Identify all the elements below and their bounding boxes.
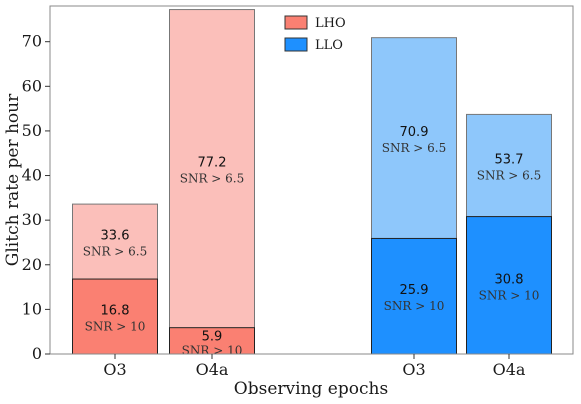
data-label-total-threshold: SNR > 6.5 — [83, 245, 148, 259]
data-label-total-threshold: SNR > 6.5 — [382, 141, 447, 155]
data-label-high: 5.9 — [202, 330, 223, 345]
x-tick-label: O3 — [103, 360, 126, 379]
x-axis: O3 O4a O3 O4a — [103, 354, 526, 379]
data-label-high-threshold: SNR > 10 — [384, 299, 445, 313]
bar-total-lho-o4a — [169, 9, 255, 355]
data-label-high: 16.8 — [101, 304, 130, 319]
data-label-total: 53.7 — [495, 153, 524, 168]
y-tick-label: 40 — [22, 166, 42, 185]
data-label-high: 30.8 — [495, 272, 524, 287]
data-label-total: 33.6 — [101, 229, 130, 244]
data-label-total: 70.9 — [400, 125, 429, 140]
legend: LHO LLO — [284, 15, 346, 53]
data-label-total-threshold: SNR > 6.5 — [180, 172, 245, 186]
x-axis-label: Observing epochs — [234, 379, 388, 399]
bar-high-snr-lho-o4a — [169, 327, 255, 355]
x-tick-label: O4a — [493, 360, 526, 379]
y-tick-label: 10 — [22, 299, 42, 318]
y-axis-label: Glitch rate per hour — [3, 93, 23, 266]
x-tick-label: O4a — [196, 360, 229, 379]
y-tick-label: 50 — [22, 121, 42, 140]
data-label-high-threshold: SNR > 10 — [85, 320, 146, 334]
legend-label-lho: LHO — [315, 16, 346, 31]
bar-high-snr-llo-o3 — [371, 237, 457, 355]
y-tick-label: 60 — [22, 76, 42, 95]
bar-high-snr-lho-o3 — [72, 278, 158, 355]
y-tick-label: 20 — [22, 255, 42, 274]
bar-high-snr-llo-o4a — [466, 216, 552, 355]
data-label-total: 77.2 — [198, 156, 227, 171]
data-label-high: 25.9 — [400, 283, 429, 298]
y-axis: 0 10 20 30 40 50 60 70 — [22, 32, 50, 363]
x-tick-label: O3 — [402, 360, 425, 379]
y-tick-label: 70 — [22, 32, 42, 51]
legend-label-llo: LLO — [315, 38, 343, 53]
y-tick-label: 0 — [32, 344, 42, 363]
legend-swatch-lho — [284, 15, 308, 30]
data-label-high-threshold: SNR > 10 — [479, 288, 540, 302]
legend-swatch-llo — [284, 37, 308, 52]
plot-frame — [49, 5, 574, 355]
data-label-total-threshold: SNR > 6.5 — [477, 169, 542, 183]
y-tick-label: 30 — [22, 210, 42, 229]
